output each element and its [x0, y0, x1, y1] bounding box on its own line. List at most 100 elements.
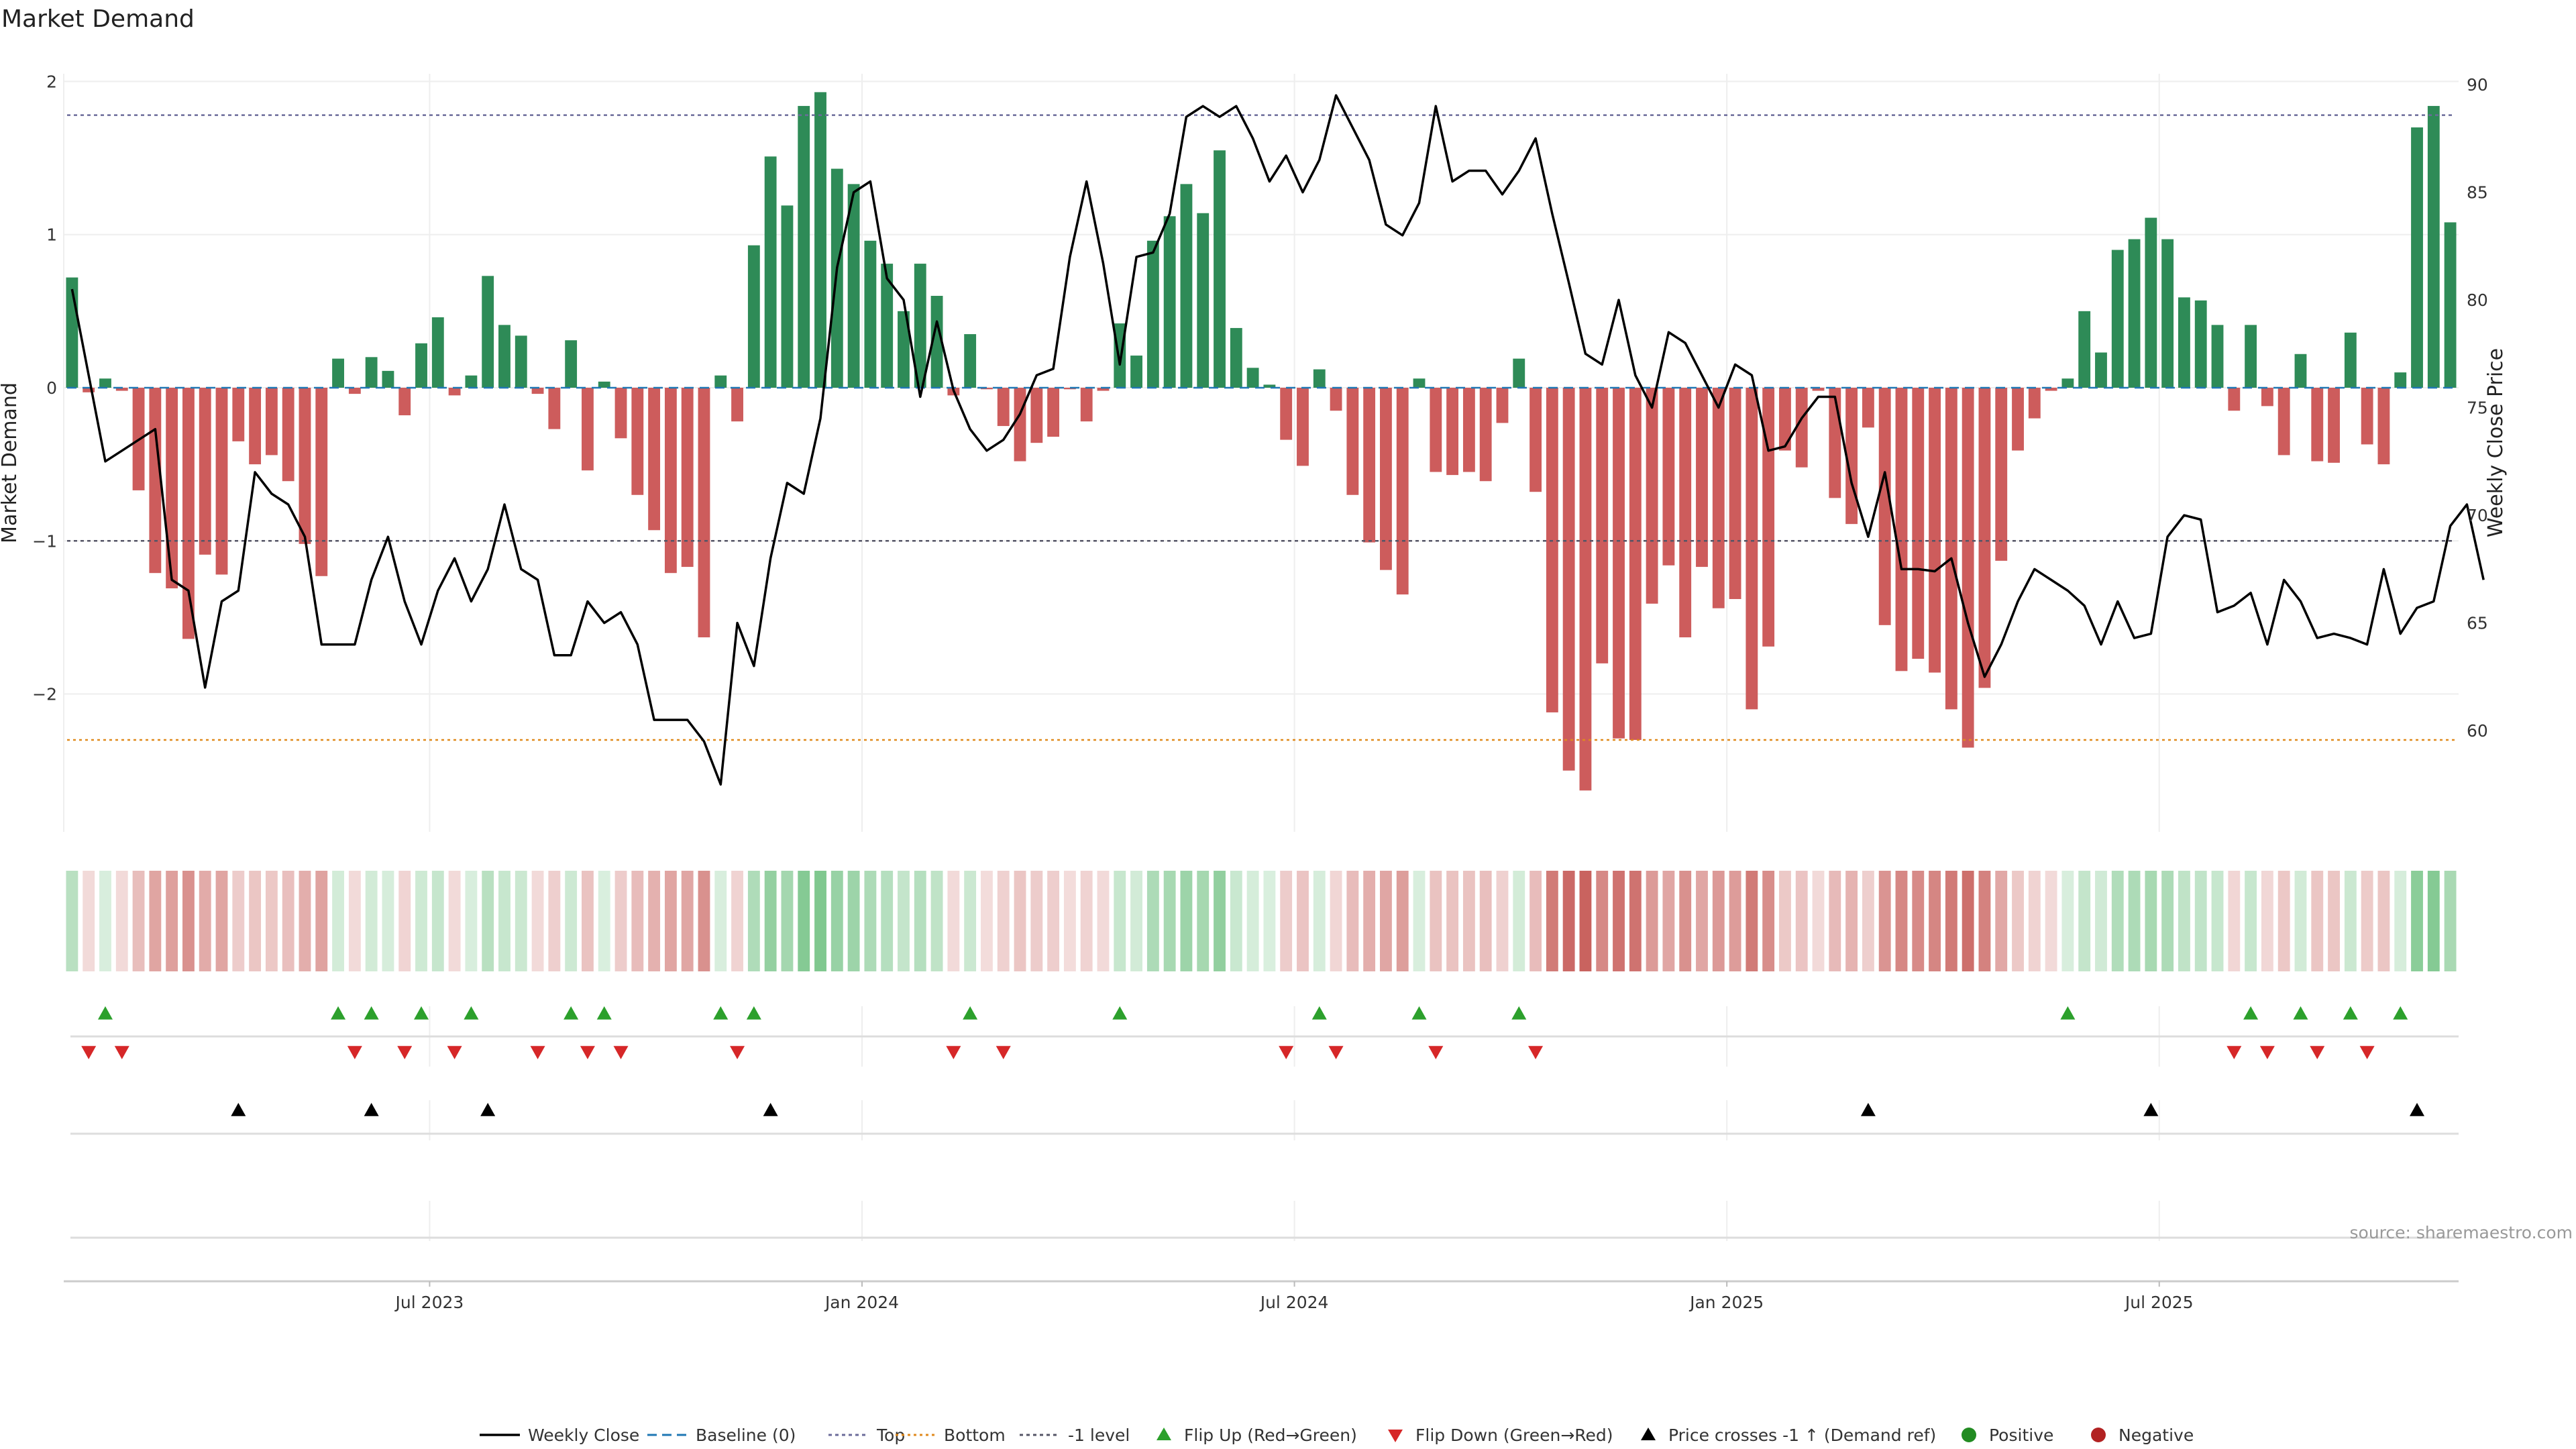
demand-bar: [1762, 387, 1775, 647]
demand-bar: [1446, 387, 1459, 476]
heat-cell: [415, 871, 427, 971]
heat-cell: [731, 871, 743, 971]
demand-bar: [365, 357, 378, 388]
price-cross-marker: [763, 1103, 778, 1116]
demand-bar: [1712, 387, 1725, 608]
demand-bar: [1163, 216, 1176, 388]
flip-up-marker: [1411, 1006, 1427, 1020]
demand-bar: [1130, 356, 1142, 388]
demand-bar: [898, 311, 910, 388]
demand-bar: [1795, 387, 1808, 468]
demand-bar: [115, 387, 128, 391]
demand-bar: [465, 375, 478, 388]
demand-bar: [531, 387, 544, 394]
x-tick-label: Jan 2025: [1688, 1293, 1764, 1312]
heat-cell: [1030, 871, 1043, 971]
heat-cell: [1579, 871, 1592, 971]
demand-bar: [1513, 358, 1525, 388]
demand-bar: [1330, 387, 1342, 411]
heat-cell: [1629, 871, 1642, 971]
heat-cell: [1513, 871, 1525, 971]
demand-bar: [1496, 387, 1509, 423]
heat-cell: [1114, 871, 1126, 971]
x-tick-label: Jul 2023: [394, 1293, 464, 1312]
demand-bar: [1479, 387, 1492, 482]
demand-bar: [1246, 368, 1259, 388]
heat-cell: [1197, 871, 1210, 971]
demand-bar: [648, 387, 661, 531]
demand-bar: [614, 387, 627, 439]
heat-cell: [1047, 871, 1060, 971]
right-tick-label: 65: [2467, 614, 2488, 633]
demand-bar: [1912, 387, 1925, 659]
flip-up-marker: [2293, 1006, 2308, 1020]
flip-down-marker: [2359, 1046, 2375, 1059]
heat-cell: [1978, 871, 1991, 971]
x-tick-label: Jan 2024: [824, 1293, 899, 1312]
demand-bar: [282, 387, 294, 482]
heat-cell: [2377, 871, 2390, 971]
demand-bar: [781, 205, 794, 388]
heat-cell: [99, 871, 111, 971]
left-tick-label: 1: [46, 225, 57, 245]
heat-cell: [1912, 871, 1925, 971]
heat-cell: [1396, 871, 1409, 971]
heat-cell: [1380, 871, 1392, 971]
demand-bar: [498, 325, 511, 388]
grid: [63, 74, 2459, 1283]
weekly-close-line: [70, 94, 2485, 786]
heat-cell: [115, 871, 128, 971]
demand-bar: [1047, 387, 1060, 437]
heat-cell: [215, 871, 228, 971]
heat-cell: [1479, 871, 1492, 971]
heat-cell: [299, 871, 311, 971]
right-tick-label: 60: [2467, 721, 2488, 741]
heat-cell: [1546, 871, 1558, 971]
demand-bar: [565, 340, 578, 388]
demand-bar: [1313, 369, 1326, 388]
demand-bar: [265, 387, 278, 455]
demand-bar: [847, 184, 860, 388]
demand-bar: [1962, 387, 1974, 748]
flip-down-marker: [730, 1046, 745, 1059]
demand-bar: [664, 387, 677, 574]
heat-cell: [1662, 871, 1675, 971]
heat-cell: [2045, 871, 2057, 971]
demand-bar: [2194, 300, 2207, 388]
demand-bar: [814, 92, 826, 388]
right-tick-label: 85: [2467, 183, 2488, 203]
flip-down-marker: [996, 1046, 1011, 1059]
heat-cell: [2344, 871, 2357, 971]
demand-bar: [482, 276, 494, 388]
demand-bar: [1629, 387, 1642, 741]
demand-bar: [1030, 387, 1043, 443]
legend: Weekly Close Baseline (0) Top Bottom -1 leve…: [480, 1426, 2194, 1445]
heat-cell: [1346, 871, 1359, 971]
flip-down-marker: [2259, 1046, 2275, 1059]
heat-cell: [1812, 871, 1825, 971]
heat-cell: [1496, 871, 1509, 971]
legend-label-baseline: Baseline (0): [696, 1426, 796, 1445]
heat-cell: [249, 871, 262, 971]
demand-bar: [1945, 387, 1957, 710]
flip-up-marker: [2393, 1006, 2408, 1020]
heat-cell: [315, 871, 328, 971]
heat-cell: [2194, 871, 2207, 971]
demand-bar: [1895, 387, 1908, 672]
demand-bar: [1413, 378, 1426, 388]
heat-cell: [947, 871, 960, 971]
heat-cell: [1862, 871, 1874, 971]
legend-label-weekly-close: Weekly Close: [528, 1426, 639, 1445]
demand-bar: [731, 387, 743, 422]
heat-cell: [199, 871, 211, 971]
x-tick-label: Jul 2025: [2124, 1293, 2194, 1312]
heat-cell: [2211, 871, 2224, 971]
flip-up-marker: [1112, 1006, 1128, 1020]
demand-bar: [2095, 352, 2107, 388]
demand-bar: [2078, 311, 2091, 388]
heat-cell: [1945, 871, 1957, 971]
demand-bar: [315, 387, 328, 576]
flip-up-marker: [1311, 1006, 1327, 1020]
demand-bar: [1995, 387, 2008, 561]
heat-cell: [2328, 871, 2340, 971]
